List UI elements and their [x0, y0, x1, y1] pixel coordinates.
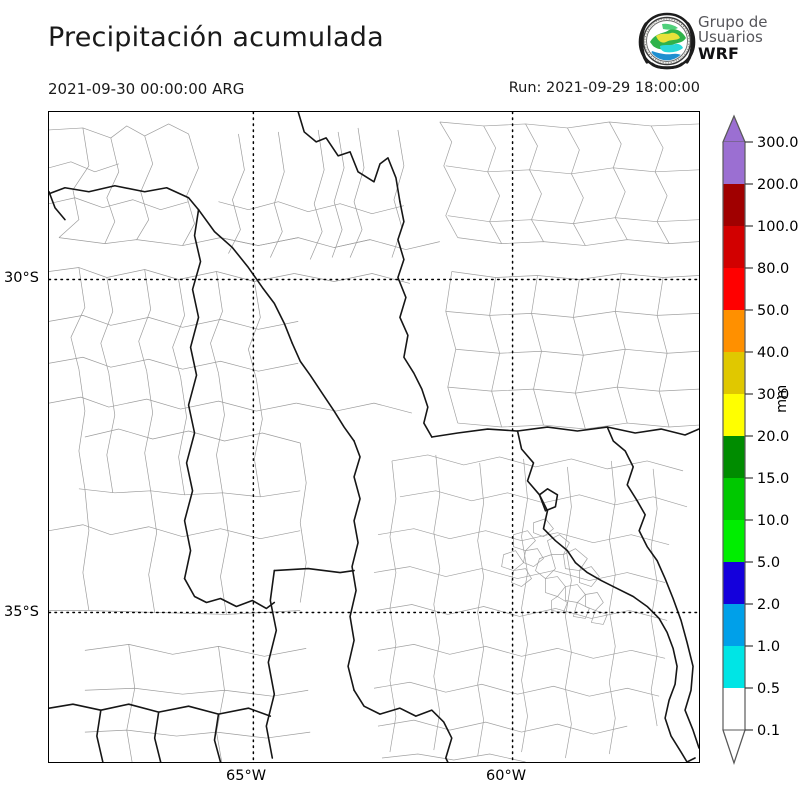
cb-tick-40: 40.0	[757, 345, 789, 361]
map-geometry	[49, 112, 699, 762]
run-time-label: Run: 2021-09-29 18:00:00	[508, 80, 700, 96]
colorbar-graphic: 300.0 200.0 100.0 80.0 50.0 40.0 30.0 20…	[722, 114, 799, 765]
cb-tick-0p1: 0.1	[757, 723, 780, 739]
axis-label-lon-65w: 65°W	[226, 768, 267, 784]
logo-line-1: Grupo de	[698, 13, 768, 31]
axis-label-lat-35s: 35°S	[4, 604, 39, 620]
graticule	[49, 112, 699, 762]
cb-tick-2: 2.0	[757, 597, 780, 613]
cb-tick-0p5: 0.5	[757, 681, 780, 697]
cb-tick-5: 5.0	[757, 555, 780, 571]
logo-line-2: Usuarios	[698, 28, 763, 47]
cb-tick-30: 30.0	[757, 387, 789, 403]
cb-tick-100: 100.0	[757, 219, 799, 235]
cb-tick-1: 1.0	[757, 639, 780, 655]
buenos-aires-departments	[373, 121, 699, 762]
cb-tick-200: 200.0	[757, 177, 799, 193]
colorbar[interactable]: 300.0 200.0 100.0 80.0 50.0 40.0 30.0 20…	[706, 113, 800, 773]
province-boundaries	[49, 112, 699, 762]
cb-tick-15: 15.0	[757, 471, 789, 487]
wrf-globe-seal-icon	[638, 12, 696, 70]
logo-line-3: WRF	[698, 43, 739, 63]
colorbar-unit-label: mm	[774, 384, 790, 413]
cb-tick-20: 20.0	[757, 429, 789, 445]
page-title: Precipitación acumulada	[48, 22, 384, 53]
axis-label-lat-30s: 30°S	[4, 270, 39, 286]
cb-tick-80: 80.0	[757, 261, 789, 277]
logo-wordmark: Grupo de Usuarios WRF	[698, 13, 768, 63]
map-background	[49, 112, 699, 762]
colorbar-segments	[722, 114, 746, 765]
wrf-user-group-logo: Grupo de Usuarios WRF	[638, 12, 798, 74]
colorbar-ticks	[745, 141, 753, 731]
colorbar-tick-labels: 300.0 200.0 100.0 80.0 50.0 40.0 30.0 20…	[757, 135, 799, 739]
cb-tick-300: 300.0	[757, 135, 799, 151]
valid-time-label: 2021-09-30 00:00:00 ARG	[48, 80, 245, 98]
map-plot-area[interactable]	[48, 111, 700, 763]
cb-tick-10: 10.0	[757, 513, 789, 529]
cb-tick-50: 50.0	[757, 303, 789, 319]
axis-label-lon-60w: 60°W	[486, 768, 527, 784]
